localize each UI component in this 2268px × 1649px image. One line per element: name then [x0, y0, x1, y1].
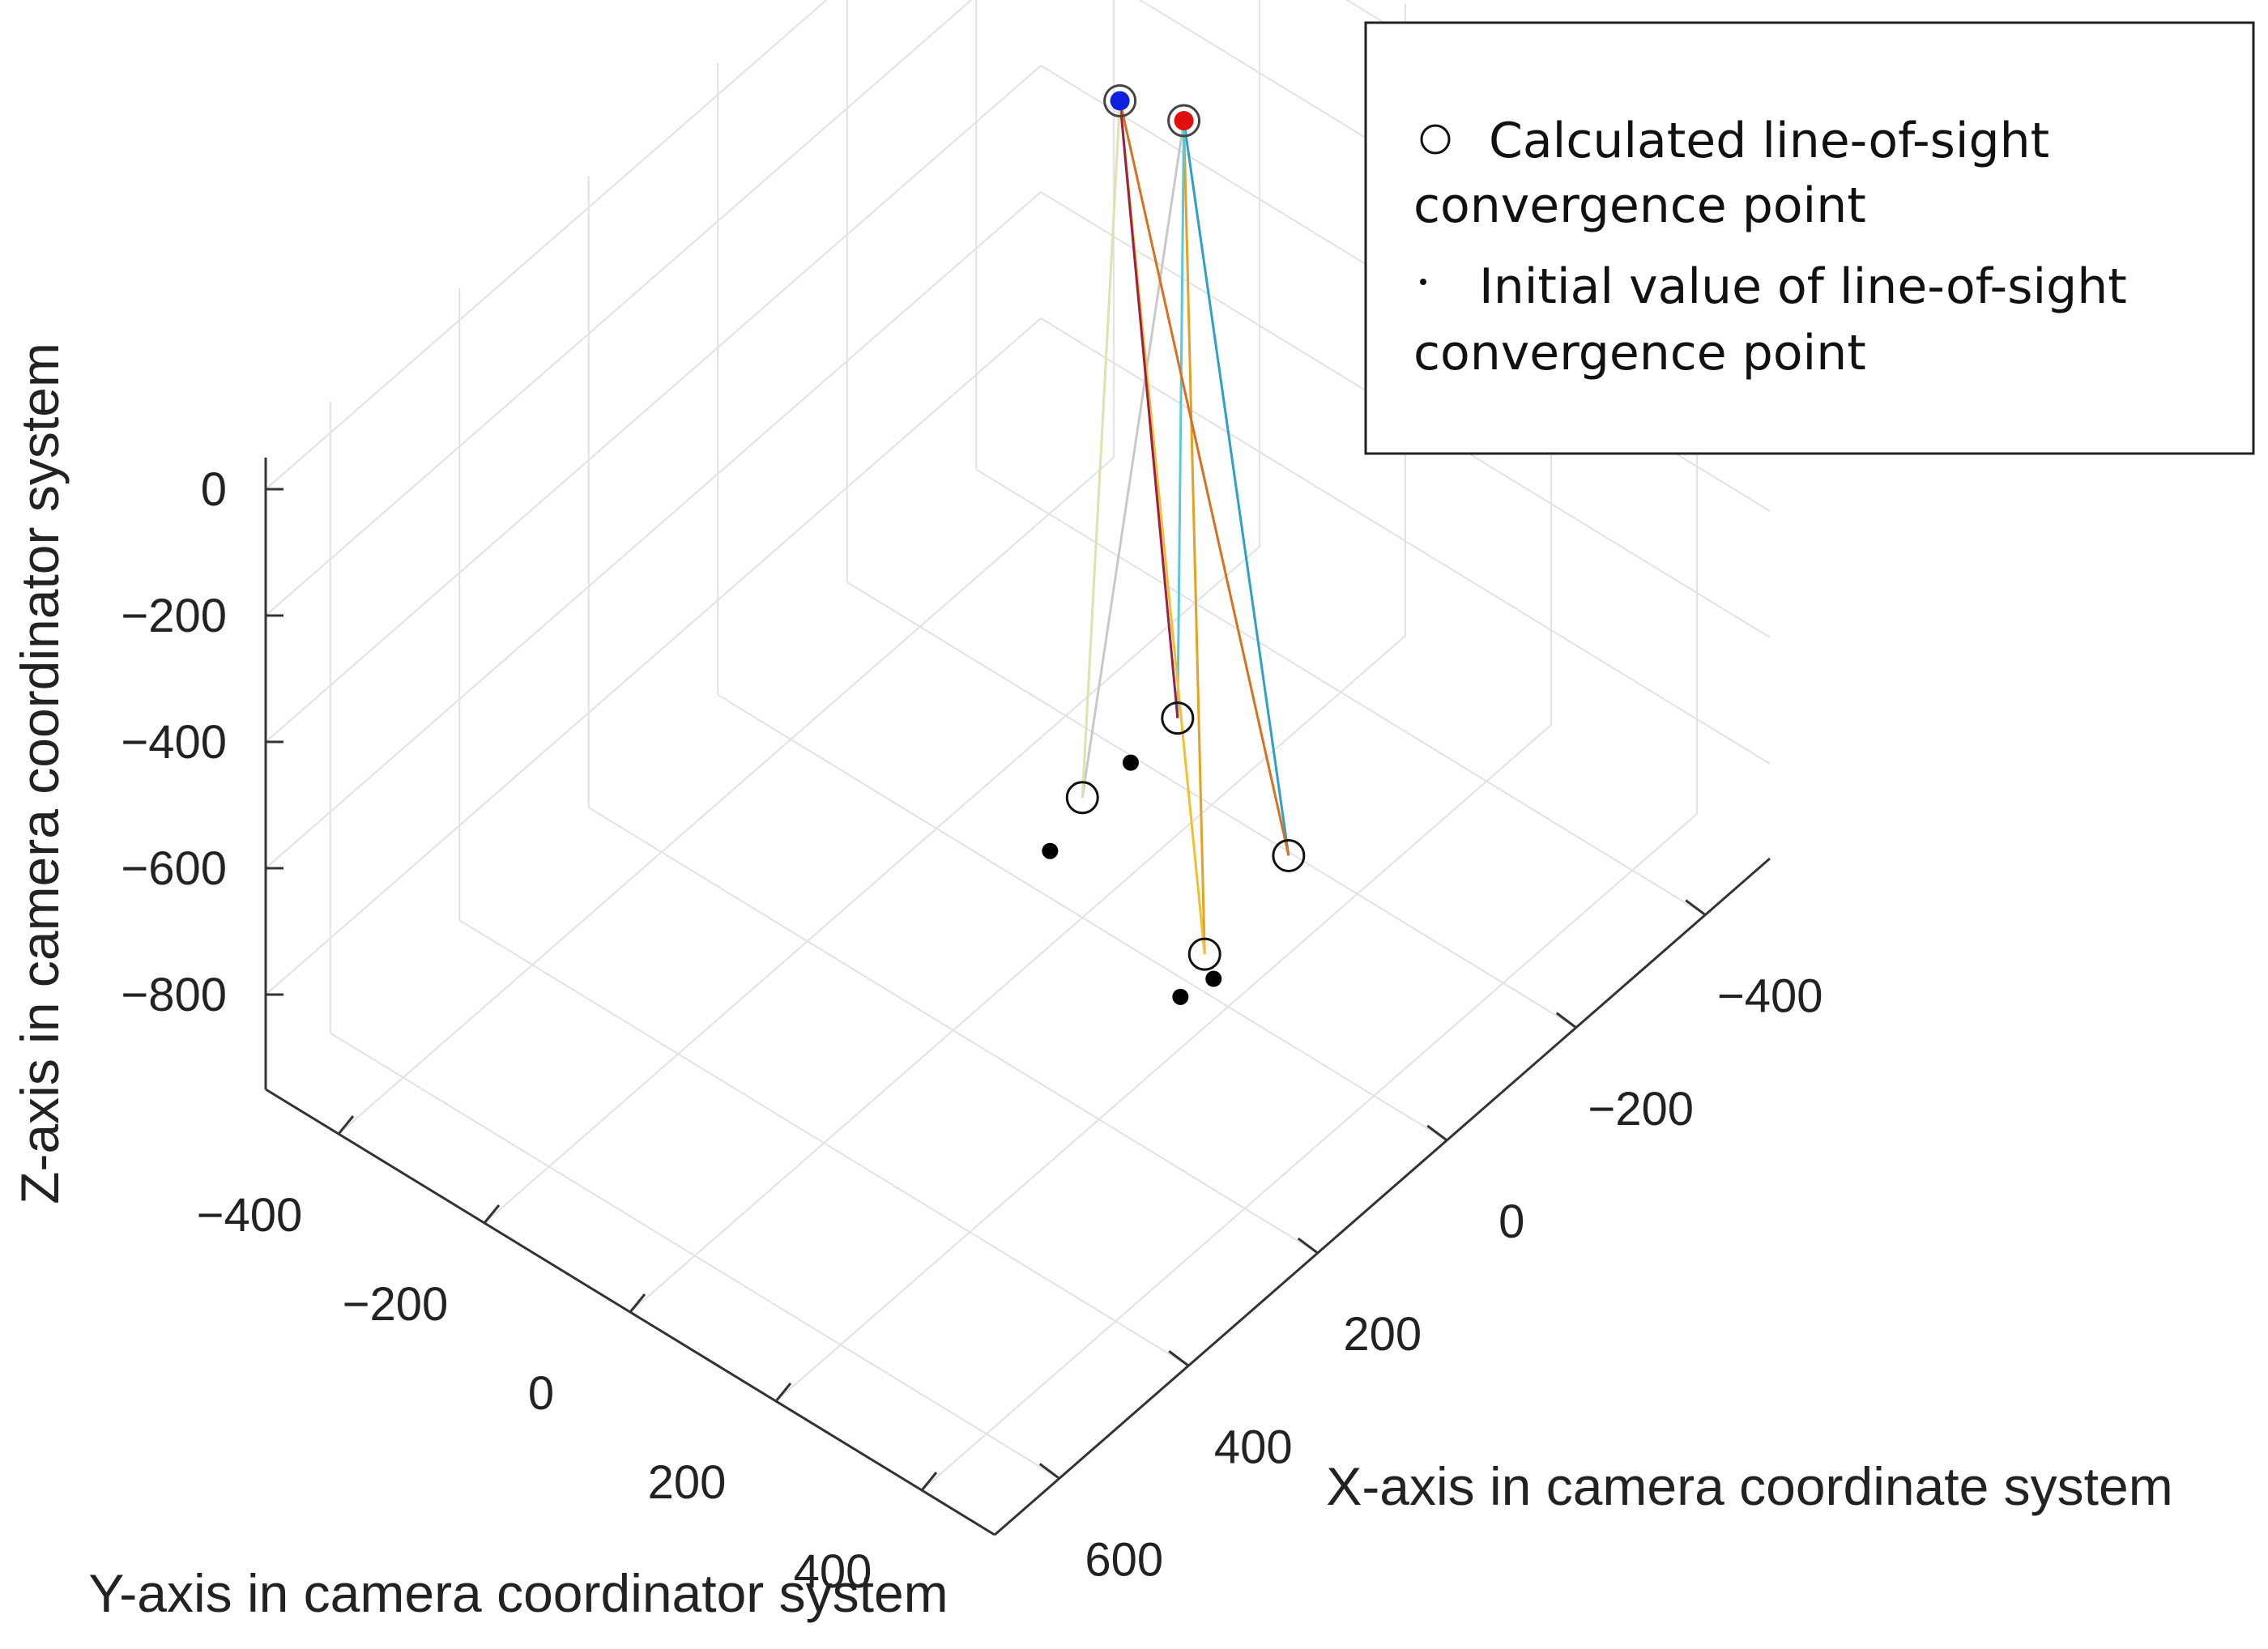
y-tick — [337, 1115, 355, 1135]
grid-line — [921, 813, 1698, 1491]
y-tick — [483, 1204, 501, 1224]
grid-line — [775, 724, 1552, 1402]
convergence-point-ring — [1167, 104, 1201, 138]
y-tick — [629, 1293, 646, 1313]
z-axis-title: Z-axis in camera coordinator system — [10, 343, 70, 1204]
grid-line — [1040, 317, 1771, 765]
x-tick — [1426, 1124, 1448, 1142]
sight-line — [1119, 100, 1179, 718]
sight-line — [1081, 100, 1122, 798]
initial-point — [1042, 842, 1059, 859]
calculated-point — [1161, 701, 1195, 735]
y-tick-label: −400 — [197, 1189, 303, 1242]
grid-line — [484, 546, 1260, 1224]
grid-line — [265, 191, 1042, 869]
x-tick-label: 400 — [1214, 1421, 1293, 1473]
x-tick-label: 0 — [1498, 1195, 1524, 1248]
x-tick — [1168, 1350, 1190, 1367]
calculated-point — [1065, 781, 1099, 815]
x-tick-label: 200 — [1343, 1308, 1422, 1361]
y-tick — [774, 1383, 792, 1402]
grid-line — [629, 635, 1406, 1313]
x-tick — [1038, 1463, 1060, 1480]
z-tick-label: −600 — [121, 842, 227, 895]
calculated-point — [1272, 838, 1306, 872]
legend-calculated-line2: convergence point — [1413, 177, 1866, 234]
legend-open-circle-marker — [1420, 124, 1451, 155]
x-tick-label: −400 — [1717, 970, 1823, 1023]
y-axis-title: Y-axis in camera coordinator system — [88, 1563, 948, 1623]
series — [1042, 83, 1306, 1005]
calculated-point — [1187, 937, 1221, 971]
grid-line — [265, 65, 1042, 743]
grid-line — [265, 0, 828, 490]
legend: Calculated line-of-sight convergence poi… — [1364, 21, 2255, 455]
y-tick-label: 400 — [794, 1545, 872, 1598]
z-tick-label: −200 — [121, 590, 227, 642]
initial-point — [1205, 970, 1222, 987]
grid-line — [338, 457, 1115, 1135]
sight-line — [1081, 120, 1186, 798]
x-tick — [1555, 1012, 1577, 1029]
x-axis-title: X-axis in camera coordinate system — [1326, 1456, 2172, 1516]
legend-calculated-line1: Calculated line-of-sight — [1489, 113, 2049, 169]
legend-initial-line1: Initial value of line-of-sight — [1479, 258, 2127, 315]
initial-point — [1172, 988, 1189, 1005]
x-tick-label: −200 — [1588, 1083, 1694, 1136]
x-tick — [1297, 1237, 1319, 1255]
grid-line — [265, 0, 973, 616]
convergence-point-ring — [1103, 83, 1137, 117]
y-tick — [920, 1472, 938, 1491]
convergence-point — [1174, 111, 1194, 131]
sight-line — [1176, 121, 1186, 718]
initial-point — [1122, 754, 1139, 771]
ticks: 0 −200 −400 −600 −800 −400 −200 0 200 400 −400 −200… — [121, 463, 1823, 1598]
y-tick-label: −200 — [343, 1278, 449, 1331]
x-axis-line — [994, 857, 1771, 1536]
sight-line — [1183, 121, 1206, 955]
legend-dot-marker — [1420, 279, 1426, 285]
z-tick-label: 0 — [201, 463, 227, 516]
grid-line — [265, 317, 1042, 995]
x-tick-label: 600 — [1085, 1533, 1163, 1586]
z-tick-label: −400 — [121, 716, 227, 769]
sight-line — [1183, 120, 1290, 856]
y-tick-label: 200 — [648, 1456, 727, 1509]
legend-initial-line2: convergence point — [1413, 325, 1866, 381]
convergence-point — [1110, 91, 1130, 111]
legend-box — [1364, 21, 2255, 455]
z-tick-label: −800 — [121, 969, 227, 1021]
y-tick-label: 0 — [528, 1367, 554, 1420]
sight-line — [1119, 100, 1290, 856]
x-tick — [1685, 899, 1707, 916]
